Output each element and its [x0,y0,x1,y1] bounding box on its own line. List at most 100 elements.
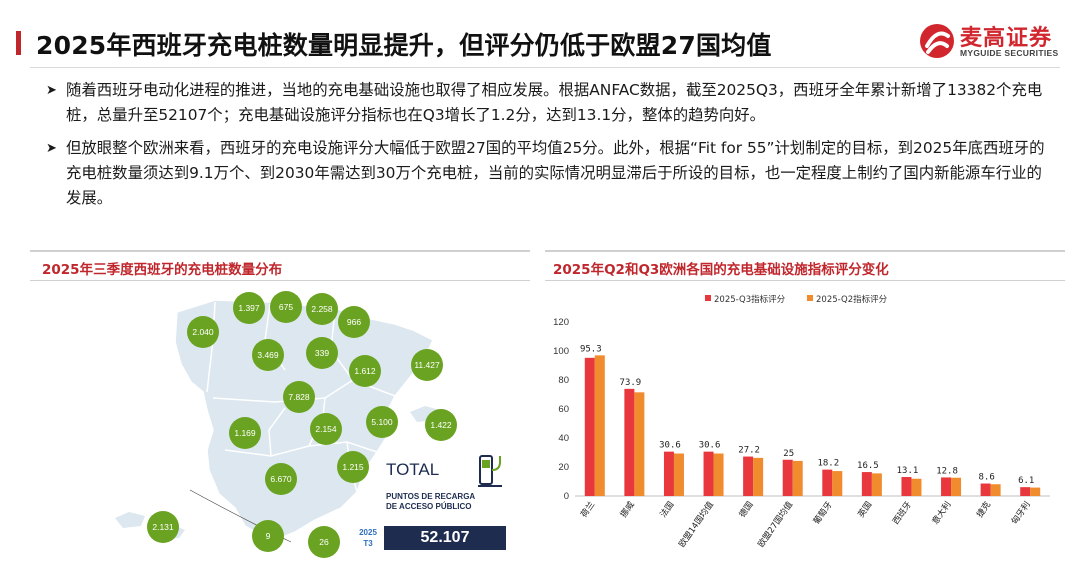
region-bubble [310,413,342,445]
bar [861,472,872,496]
region-bubble [349,355,381,387]
map-panel-title: 2025年三季度西班牙的充电桩数量分布 [42,262,283,278]
logo-text-en: MYGUIDE SECURITIES [960,48,1059,58]
region-bubble [147,511,179,543]
data-label: 95.3 [580,344,602,354]
bar-panel-top-rule [545,250,1065,252]
data-label: 6.1 [1018,476,1034,486]
map-islands-shape [115,512,145,528]
bullet-arrow-icon: ➤ [46,141,57,156]
region-bubble [252,520,284,552]
region-value-label: 6.670 [270,474,292,484]
bar-chart-svg: 2025-Q3指标评分 2025-Q2指标评分 0 20 40 60 80 100 120 95.… [553,294,1050,549]
category-label: 欧盟14国均值 [676,499,716,549]
region-bubble [366,406,398,438]
title-accent-bar [16,31,21,55]
region-value-label: 2.131 [152,522,174,532]
legend-label: 2025-Q3指标评分 [714,294,786,305]
y-tick-label: 60 [558,404,569,415]
category-label: 捷克 [974,499,993,520]
data-label: 16.5 [857,461,879,471]
total-card: TOTAL PUNTOS DE RECARGA DE ACCESO PÚBLIC… [359,452,510,557]
bar [901,477,912,496]
y-tick-label: 20 [558,462,569,473]
bullet-text: 随着西班牙电动化进程的推进，当地的充电基础设施也取得了相应发展。根据ANFAC数… [66,81,1043,124]
data-label: 30.6 [659,441,681,451]
bar [822,469,833,496]
data-label: 30.6 [699,441,721,451]
bar-panel-rule [545,280,1065,281]
bar [1020,487,1031,496]
data-label: 73.9 [620,378,642,388]
category-label: 德国 [737,499,756,519]
bar [634,392,645,496]
legend-swatch [807,295,813,301]
region-value-label: 675 [279,302,293,312]
region-value-label: 1.397 [238,303,260,313]
legend-label: 2025-Q2指标评分 [816,294,888,305]
region-value-label: 1.422 [430,420,452,430]
region-bubble [411,349,443,381]
map-border [268,407,286,457]
region-value-label: 3.469 [257,350,279,360]
y-tick-label: 120 [553,317,569,328]
data-label: 12.8 [936,466,958,476]
y-tick-label: 40 [558,433,569,444]
page-title: 2025年西班牙充电桩数量明显提升，但评分仍低于欧盟27国均值 [36,31,772,60]
region-bubble [306,337,338,369]
region-value-label: 9 [266,531,271,541]
ev-charger-icon [478,455,502,487]
region-bubble [425,409,457,441]
region-value-label: 2.258 [311,304,333,314]
bar [753,457,764,496]
bar [594,355,605,496]
bar [703,451,714,496]
bar [782,459,793,496]
bar [911,478,922,496]
region-bubble [308,526,340,558]
region-bubble [233,292,265,324]
data-label: 25 [783,449,794,459]
bar [663,451,674,496]
bar [990,484,1001,496]
map-panel-rule [30,280,530,281]
region-value-label: 5.100 [371,417,393,427]
region-value-label: 1.169 [234,428,256,438]
bar [941,477,952,496]
map-bubbles: 2.040 1.397 675 2.258 966 3.469 339 1.612 11.427… [147,291,457,558]
category-label: 欧盟27国均值 [756,499,796,549]
category-label: 法国 [658,499,677,519]
logo-text-cn: 麦高证券 [960,26,1053,51]
region-value-label: 26 [319,537,329,547]
bar [832,471,843,496]
region-bubble [265,463,297,495]
total-period: 2025 T3 [358,527,378,549]
y-tick-label: 80 [558,375,569,386]
logo-mark-icon [920,24,954,58]
region-bubble [306,293,338,325]
bar-chart: 2025-Q3指标评分 2025-Q2指标评分 0 20 40 60 80 100 120 95.… [545,288,1065,560]
category-label: 英国 [856,499,875,519]
bar [743,456,754,496]
data-label: 18.2 [817,459,839,469]
bar [1030,487,1041,496]
bar [980,483,991,496]
category-label: 匈牙利 [1009,499,1033,526]
region-value-label: 1.612 [354,366,376,376]
data-label: 8.6 [978,473,994,483]
y-tick-label: 0 [564,491,569,502]
title-divider [30,67,1060,68]
spain-map-svg: 2.040 1.397 675 2.258 966 3.469 339 1.612 11.427… [115,291,457,558]
total-quarter: T3 [363,539,373,548]
region-value-label: 11.427 [414,360,440,370]
total-value: 52.107 [420,529,470,546]
category-label: 意大利 [930,499,954,526]
region-bubble [252,339,284,371]
legend-swatch [705,295,711,301]
region-value-label: 2.154 [315,424,337,434]
data-label: 27.2 [738,446,760,456]
region-value-label: 2.040 [192,327,214,337]
bar [951,477,962,496]
bar [584,357,595,496]
region-value-label: 7.828 [288,392,310,402]
